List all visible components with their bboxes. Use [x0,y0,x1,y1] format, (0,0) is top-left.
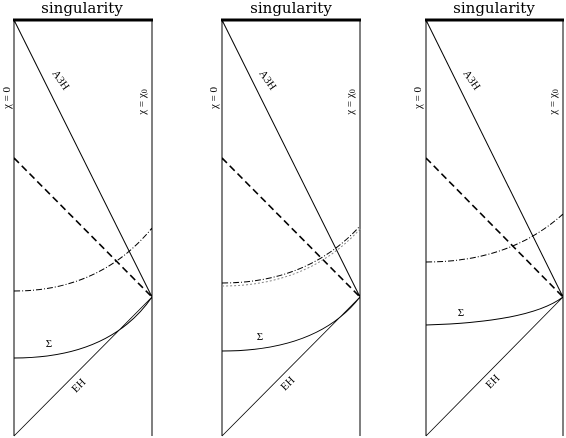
panel-3: singularity χ = 0 χ = χ0 A3H Σ EH [412,0,564,437]
ah-label: A3H [256,68,278,92]
panel-1: singularity χ = 0 χ = χ0 A3H Σ EH [1,0,153,437]
axis-right-label: χ = χ0 [547,89,560,115]
dash-dot-curve [221,225,361,284]
ah-label: A3H [49,68,71,92]
sigma-label: Σ [257,331,263,343]
sigma-label: Σ [458,307,464,319]
panel-2: singularity χ = 0 χ = χ0 A3H Σ EH [208,0,361,437]
axis-right-label: χ = χ0 [344,89,357,115]
apparent-horizon-line [221,19,361,298]
event-horizon-line [425,296,564,437]
axis-right-label: χ = χ0 [136,89,149,115]
singularity-label: singularity [41,0,123,17]
sigma-curve [221,296,361,352]
dotted-curve [221,228,361,287]
dashed-line [425,157,564,298]
dash-dot-curve [13,227,153,292]
axis-left-label: χ = 0 [412,86,424,110]
axis-left-label: χ = 0 [1,86,13,110]
singularity-label: singularity [453,0,535,17]
apparent-horizon-line [13,19,153,298]
axis-left-label: χ = 0 [208,86,220,110]
ah-label: A3H [460,68,482,92]
dash-dot-curve [425,213,564,263]
dashed-line [221,157,361,298]
singularity-label: singularity [250,0,332,17]
eh-label: EH [69,376,88,395]
sigma-curve [13,296,153,359]
apparent-horizon-line [425,19,564,298]
sigma-label: Σ [46,338,52,350]
event-horizon-line [13,296,153,437]
eh-label: EH [278,374,297,393]
sigma-curve [425,296,564,326]
dashed-line [13,157,153,298]
